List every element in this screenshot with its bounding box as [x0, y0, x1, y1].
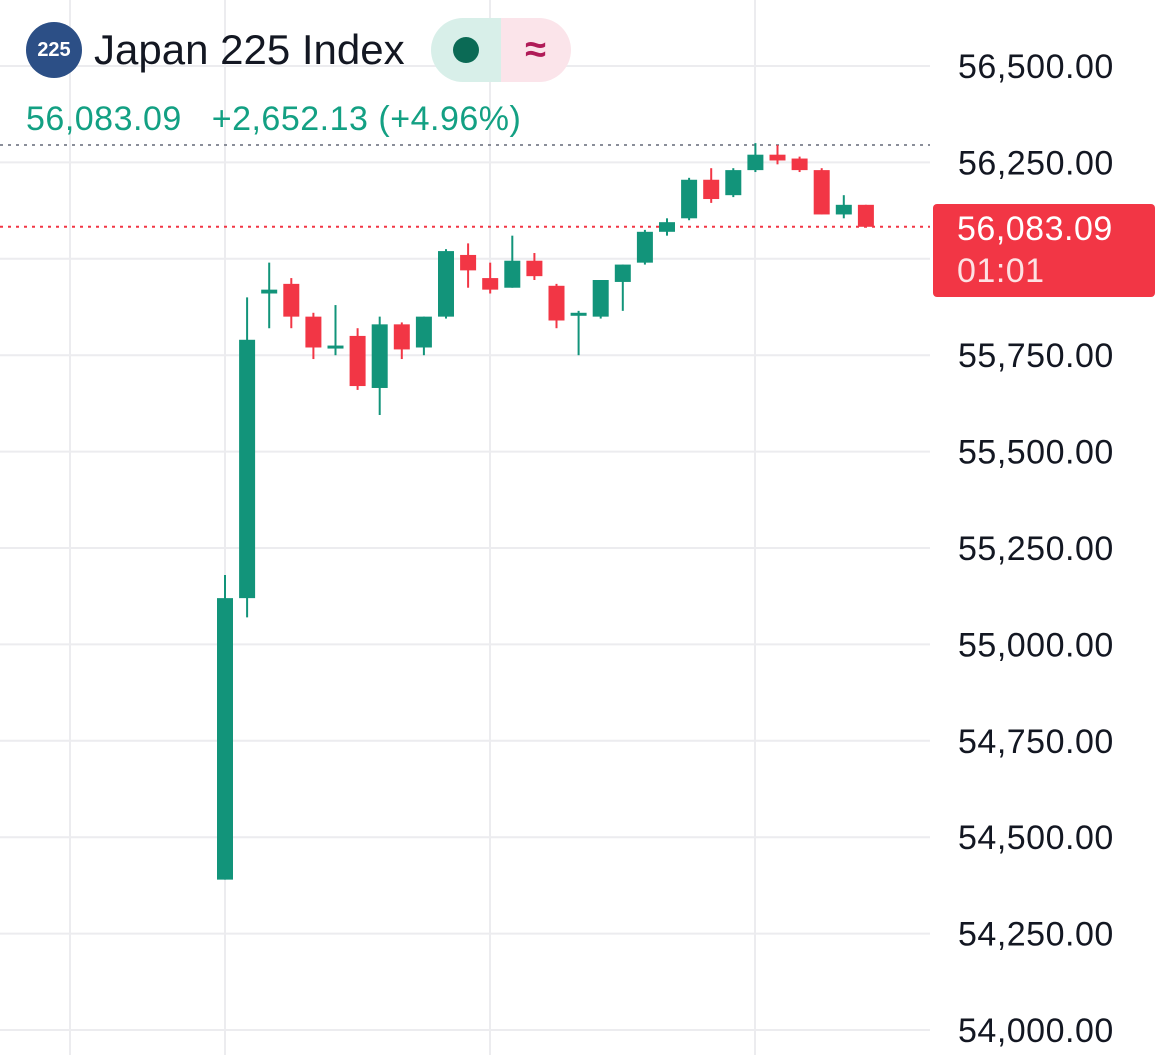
price-change: +2,652.13 — [211, 100, 369, 138]
candle-body — [703, 179, 720, 200]
bar-countdown: 01:01 — [957, 252, 1045, 290]
candle-body — [813, 170, 830, 215]
candle-body — [791, 158, 808, 171]
candle-up — [438, 249, 454, 319]
reference-lines — [0, 144, 930, 228]
candle-down — [283, 278, 300, 329]
candle-down — [703, 168, 720, 203]
status-pill[interactable]: ≈ — [430, 18, 571, 82]
candle-up — [415, 316, 432, 356]
candle-down — [305, 312, 322, 360]
candle-up — [835, 195, 852, 219]
candle-down — [460, 243, 477, 288]
last-price: 56,083.09 — [26, 100, 182, 138]
candle-down — [857, 204, 874, 227]
candle-body — [438, 251, 454, 317]
candle-body — [636, 231, 653, 263]
candle-body — [327, 345, 344, 349]
candle-body — [548, 285, 565, 321]
candle-body — [835, 204, 852, 215]
candle-up — [570, 310, 587, 356]
candle-body — [526, 260, 543, 277]
candle-down — [526, 253, 543, 281]
candles — [217, 143, 874, 880]
candle-body — [239, 339, 256, 599]
candle-body — [769, 154, 786, 161]
market-status[interactable] — [430, 18, 501, 82]
market-open-dot-icon — [452, 37, 479, 63]
price-change-percent: (+4.96%) — [378, 100, 522, 138]
candle-up — [239, 297, 256, 618]
candle-up — [725, 168, 742, 198]
candle-up — [592, 280, 609, 319]
candle-up — [371, 316, 388, 415]
candle-body — [857, 204, 874, 227]
delayed-data-indicator[interactable]: ≈ — [500, 18, 571, 82]
candle-body — [482, 278, 499, 290]
candle-up — [327, 305, 344, 356]
quote-line: 56,083.09 +2,652.13 (+4.96%) — [26, 100, 541, 139]
candle-body — [371, 324, 388, 388]
candle-down — [393, 322, 410, 360]
last-price-label-value: 56,083.09 — [957, 210, 1113, 248]
candle-body — [460, 254, 477, 271]
candle-up — [261, 262, 278, 329]
candle-up — [747, 143, 764, 173]
candle-down — [813, 168, 830, 215]
candle-up — [681, 177, 698, 221]
y-tick-label: 54,000.00 — [958, 1012, 1114, 1050]
candle-up — [217, 574, 233, 880]
symbol-logo[interactable]: 225 — [26, 22, 82, 78]
candle-up — [636, 229, 653, 265]
candle-body — [614, 264, 631, 282]
y-tick-label: 55,500.00 — [958, 434, 1114, 472]
candle-down — [548, 283, 565, 329]
y-tick-label: 56,500.00 — [958, 48, 1114, 86]
candle-body — [283, 283, 300, 317]
candle-down — [482, 262, 499, 294]
candle-body — [415, 316, 432, 348]
candle-body — [261, 289, 278, 294]
candle-down — [769, 145, 786, 165]
candle-down — [349, 328, 366, 390]
chart-header: 225 Japan 225 Index ≈ — [26, 18, 571, 82]
candle-body — [305, 316, 322, 348]
candle-body — [504, 260, 521, 288]
approx-icon: ≈ — [525, 28, 547, 71]
y-tick-label: 56,250.00 — [958, 144, 1114, 182]
candle-down — [791, 156, 808, 173]
y-tick-label: 54,500.00 — [958, 819, 1114, 857]
candle-body — [725, 170, 742, 196]
last-price-label[interactable]: 56,083.09 01:01 — [933, 204, 1155, 297]
y-tick-label: 55,750.00 — [958, 337, 1114, 375]
candle-body — [393, 324, 410, 350]
candle-body — [349, 335, 366, 387]
candle-body — [681, 179, 698, 219]
grid-lines — [0, 0, 930, 1055]
candle-body — [659, 222, 675, 232]
candle-body — [592, 280, 609, 317]
candle-up — [504, 235, 521, 288]
y-tick-label: 54,750.00 — [958, 723, 1114, 761]
y-tick-label: 54,250.00 — [958, 916, 1114, 954]
candle-up — [614, 264, 631, 311]
y-tick-label: 55,000.00 — [958, 626, 1114, 664]
symbol-title[interactable]: Japan 225 Index — [94, 26, 405, 73]
candle-body — [747, 154, 764, 171]
candle-body — [217, 598, 233, 880]
candle-body — [570, 312, 587, 316]
price-axis[interactable]: 56,500.00 56,250.00 55,750.00 55,500.00 55,2… — [958, 48, 1114, 1050]
candle-up — [659, 218, 675, 236]
y-tick-label: 55,250.00 — [958, 530, 1114, 568]
